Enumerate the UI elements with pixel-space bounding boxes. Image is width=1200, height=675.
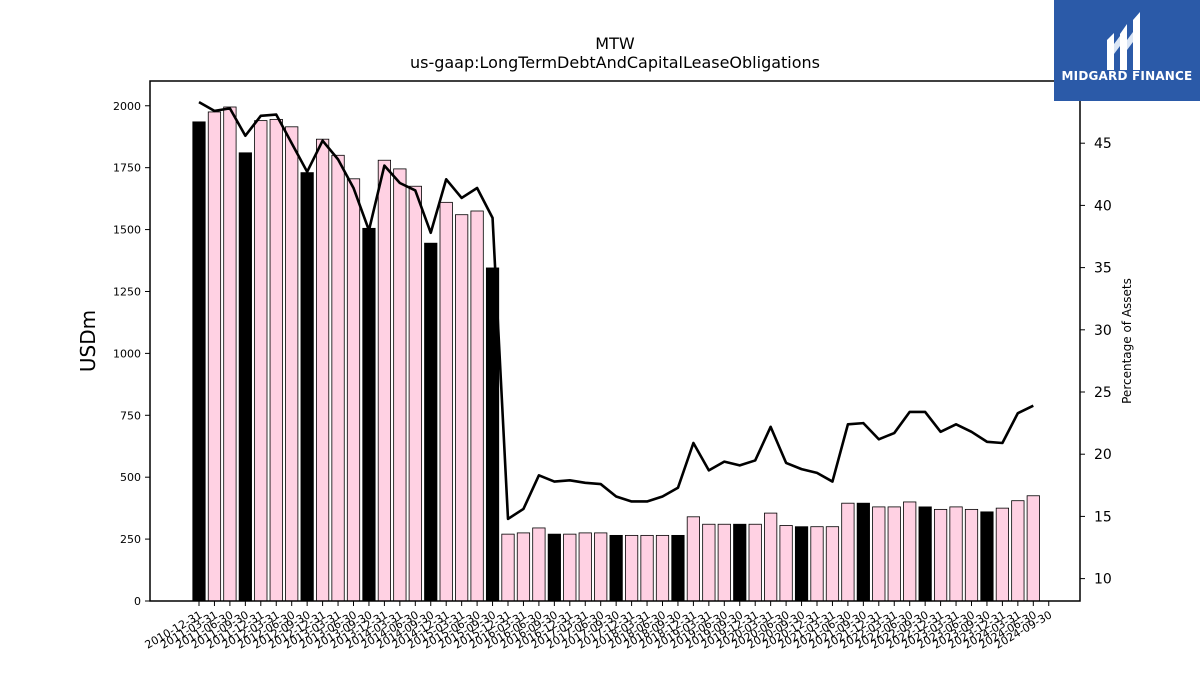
logo-mark-icon bbox=[1107, 12, 1140, 70]
bar bbox=[470, 210, 484, 602]
bar bbox=[625, 534, 639, 602]
bar bbox=[315, 138, 330, 602]
bar bbox=[949, 506, 963, 602]
right-tick-label: 20 bbox=[1094, 447, 1112, 463]
bar bbox=[717, 523, 731, 602]
right-tick-label: 30 bbox=[1094, 323, 1112, 339]
right-tick-label: 45 bbox=[1094, 136, 1112, 152]
bar bbox=[995, 507, 1010, 602]
bar bbox=[655, 534, 670, 602]
bar bbox=[563, 533, 577, 602]
bar bbox=[686, 516, 701, 602]
bar bbox=[532, 527, 546, 602]
bar bbox=[285, 126, 299, 602]
left-tick-label: 1750 bbox=[113, 162, 141, 175]
bar bbox=[300, 172, 314, 602]
bar bbox=[903, 501, 917, 602]
bar bbox=[810, 526, 824, 602]
bar bbox=[702, 523, 716, 602]
bar bbox=[269, 118, 283, 602]
left-tick-label: 750 bbox=[120, 409, 141, 422]
left-axis-label: USDm bbox=[76, 310, 100, 372]
bar-group bbox=[192, 106, 1040, 602]
plot-frame bbox=[149, 80, 1081, 602]
bar bbox=[779, 525, 793, 602]
left-tick-label: 1250 bbox=[113, 285, 141, 298]
left-tick-label: 0 bbox=[134, 595, 141, 608]
left-tick-label: 250 bbox=[120, 533, 141, 546]
bar bbox=[918, 506, 932, 602]
chart-title: MTW bbox=[595, 34, 635, 53]
bar bbox=[764, 512, 778, 602]
left-tick-label: 1000 bbox=[113, 347, 141, 360]
bar bbox=[594, 532, 608, 602]
bar bbox=[362, 227, 376, 602]
x-axis: 2010-12-312011-03-312011-06-302011-09-30… bbox=[143, 601, 1054, 652]
right-tick-label: 10 bbox=[1094, 572, 1112, 588]
bar bbox=[934, 508, 948, 602]
bar bbox=[192, 121, 206, 602]
bar bbox=[980, 511, 994, 602]
bar bbox=[1011, 500, 1025, 602]
right-tick-label: 40 bbox=[1094, 198, 1112, 214]
bar bbox=[748, 523, 762, 602]
bar bbox=[671, 534, 685, 602]
bar bbox=[964, 508, 979, 602]
percentage-line bbox=[198, 101, 1034, 521]
bar bbox=[455, 214, 469, 602]
right-axis: 10 15 20 25 30 35 40 45 bbox=[1080, 136, 1112, 588]
right-tick-label: 35 bbox=[1094, 261, 1112, 277]
bar bbox=[733, 523, 747, 602]
bar bbox=[223, 106, 237, 602]
bar bbox=[238, 152, 252, 602]
bar bbox=[578, 532, 592, 602]
bar bbox=[501, 533, 515, 602]
left-axis: 0 250 500 750 1000 1250 1500 1750 2000 bbox=[113, 100, 150, 608]
bar bbox=[825, 526, 840, 602]
bar bbox=[856, 502, 870, 602]
bar bbox=[377, 159, 392, 602]
bar bbox=[346, 178, 361, 602]
left-tick-label: 500 bbox=[120, 471, 141, 484]
bar bbox=[393, 168, 407, 602]
left-tick-label: 1500 bbox=[113, 224, 141, 237]
bar bbox=[1026, 495, 1040, 602]
bar bbox=[331, 154, 345, 602]
bar bbox=[439, 201, 453, 602]
bar bbox=[640, 534, 654, 602]
left-tick-label: 2000 bbox=[113, 100, 141, 113]
bar bbox=[254, 120, 268, 602]
right-axis-label: Percentage of Assets bbox=[1120, 278, 1134, 404]
right-tick-label: 15 bbox=[1094, 509, 1112, 525]
bar bbox=[887, 506, 901, 602]
right-tick-label: 25 bbox=[1094, 385, 1112, 401]
bar bbox=[516, 532, 531, 602]
bar bbox=[408, 185, 422, 602]
bar bbox=[424, 242, 438, 602]
chart-subtitle: us-gaap:LongTermDebtAndCapitalLeaseOblig… bbox=[410, 53, 820, 72]
brand-logo: MIDGARD FINANCE bbox=[1054, 0, 1200, 101]
bar bbox=[794, 526, 809, 602]
bar bbox=[609, 534, 623, 602]
bar bbox=[872, 506, 886, 602]
bar bbox=[547, 533, 561, 602]
logo-text: MIDGARD FINANCE bbox=[1061, 69, 1193, 83]
bar bbox=[841, 502, 855, 602]
bar bbox=[207, 111, 222, 602]
